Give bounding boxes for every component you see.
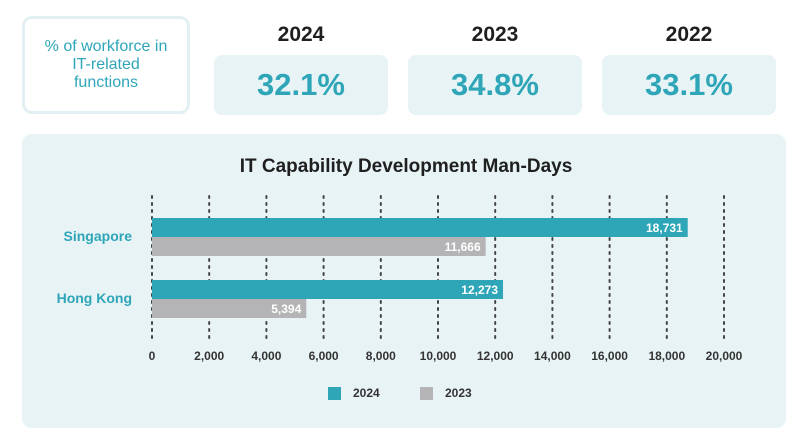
metric-value: 33.1% bbox=[602, 55, 776, 115]
data-label: 12,273 bbox=[461, 283, 498, 297]
data-label: 11,666 bbox=[445, 240, 481, 254]
legend-swatch-2023 bbox=[420, 386, 433, 400]
legend-label-2024: 2024 bbox=[353, 386, 380, 400]
x-tick-label: 18,000 bbox=[648, 349, 685, 363]
chart-title: IT Capability Development Man-Days bbox=[239, 156, 573, 177]
metric-year: 2023 bbox=[471, 23, 519, 46]
legend-label-2023: 2023 bbox=[445, 386, 472, 400]
bar-2023 bbox=[152, 237, 486, 256]
data-label: 5,394 bbox=[271, 302, 301, 316]
bar-2024 bbox=[152, 280, 504, 299]
legend-item-2024: 2024 bbox=[328, 386, 380, 400]
x-tick-label: 12,000 bbox=[477, 349, 514, 363]
data-label: 18,731 bbox=[646, 221, 683, 235]
legend-swatch-2024 bbox=[328, 386, 341, 400]
metric-year: 2024 bbox=[277, 23, 325, 46]
metric-2023: 2023 34.8% bbox=[408, 18, 582, 115]
metric-value: 34.8% bbox=[408, 55, 582, 115]
legend-item-2023: 2023 bbox=[420, 386, 472, 400]
x-tick-label: 14,000 bbox=[534, 349, 571, 363]
x-tick-label: 8,000 bbox=[366, 349, 396, 363]
x-tick-label: 4,000 bbox=[251, 349, 281, 363]
metric-description-text: % of workforce in IT-related functions bbox=[44, 38, 168, 91]
x-tick-label: 16,000 bbox=[591, 349, 628, 363]
x-tick-label: 20,000 bbox=[706, 349, 743, 363]
metric-description-label: % of workforce in IT-related functions bbox=[22, 16, 190, 114]
x-tick-label: 10,000 bbox=[420, 349, 457, 363]
metric-year: 2022 bbox=[665, 23, 713, 46]
metric-value: 32.1% bbox=[214, 55, 388, 115]
metric-2022: 2022 33.1% bbox=[602, 18, 776, 115]
x-tick-label: 6,000 bbox=[309, 349, 339, 363]
x-tick-label: 2,000 bbox=[194, 349, 224, 363]
bar-2024 bbox=[152, 218, 688, 237]
bar-2023 bbox=[152, 299, 307, 318]
x-tick-label: 0 bbox=[149, 349, 156, 363]
metric-2024: 2024 32.1% bbox=[214, 18, 388, 115]
category-label: Hong Kong bbox=[57, 290, 132, 306]
category-label: Singapore bbox=[64, 228, 133, 244]
